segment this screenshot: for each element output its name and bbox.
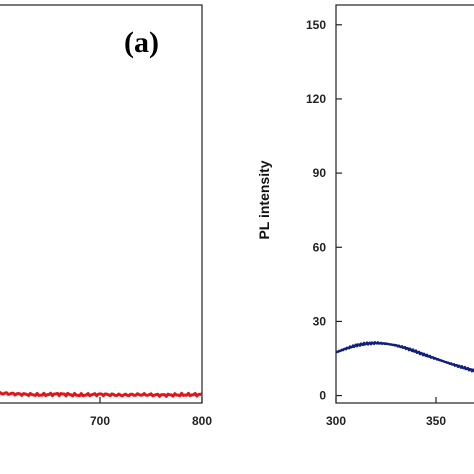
panel-a-x-tick-label: 800 — [192, 414, 212, 428]
panel-b-y-tick-label: 30 — [313, 314, 327, 328]
panel-a-frame — [0, 4, 203, 404]
panel-b-y-tick-label: 90 — [313, 166, 327, 180]
panel-b: PL intensity 0 30 60 90 120 150 300 350 — [256, 4, 474, 428]
panel-b-y-tick-label: 60 — [313, 240, 327, 254]
panel-b-y-axis-title: PL intensity — [256, 160, 272, 239]
panel-a-x-tick-label: 700 — [90, 414, 110, 428]
panel-b-x-tick-label: 350 — [426, 414, 446, 428]
panel-a-label: (a) — [124, 26, 159, 59]
panel-b-series-line — [335, 341, 474, 373]
panel-a: (a) 700 800 — [0, 4, 212, 428]
panel-a-series-line — [0, 390, 203, 398]
panel-b-y-tick-label: 0 — [319, 389, 326, 403]
panel-b-x-tick-label: 300 — [326, 414, 346, 428]
panel-b-frame — [335, 4, 474, 404]
panel-b-y-tick-label: 120 — [306, 92, 326, 106]
panel-b-y-tick-label: 150 — [306, 18, 326, 32]
